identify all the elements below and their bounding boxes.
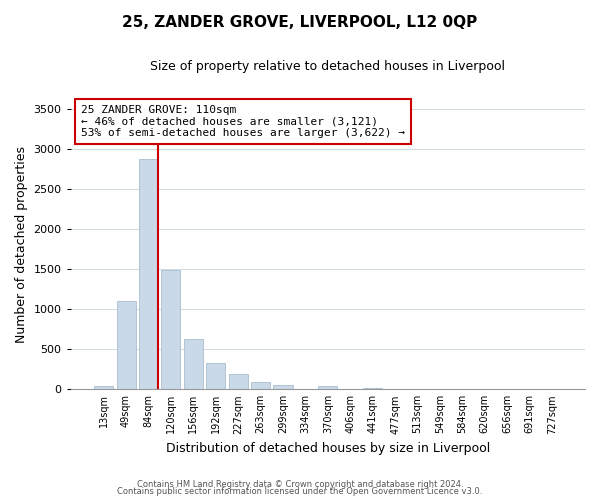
Bar bbox=[274, 386, 293, 390]
Text: 25 ZANDER GROVE: 110sqm
← 46% of detached houses are smaller (3,121)
53% of semi: 25 ZANDER GROVE: 110sqm ← 46% of detache… bbox=[81, 105, 405, 138]
Bar bbox=[161, 270, 181, 390]
Bar bbox=[94, 386, 113, 390]
Text: 25, ZANDER GROVE, LIVERPOOL, L12 0QP: 25, ZANDER GROVE, LIVERPOOL, L12 0QP bbox=[122, 15, 478, 30]
Bar bbox=[319, 386, 337, 390]
Bar bbox=[229, 374, 248, 390]
X-axis label: Distribution of detached houses by size in Liverpool: Distribution of detached houses by size … bbox=[166, 442, 490, 455]
Y-axis label: Number of detached properties: Number of detached properties bbox=[15, 146, 28, 344]
Text: Contains public sector information licensed under the Open Government Licence v3: Contains public sector information licen… bbox=[118, 487, 482, 496]
Bar bbox=[363, 388, 382, 390]
Bar bbox=[206, 363, 225, 390]
Title: Size of property relative to detached houses in Liverpool: Size of property relative to detached ho… bbox=[151, 60, 505, 73]
Bar bbox=[139, 159, 158, 390]
Bar bbox=[251, 382, 270, 390]
Bar bbox=[116, 301, 136, 390]
Bar bbox=[184, 339, 203, 390]
Text: Contains HM Land Registry data © Crown copyright and database right 2024.: Contains HM Land Registry data © Crown c… bbox=[137, 480, 463, 489]
